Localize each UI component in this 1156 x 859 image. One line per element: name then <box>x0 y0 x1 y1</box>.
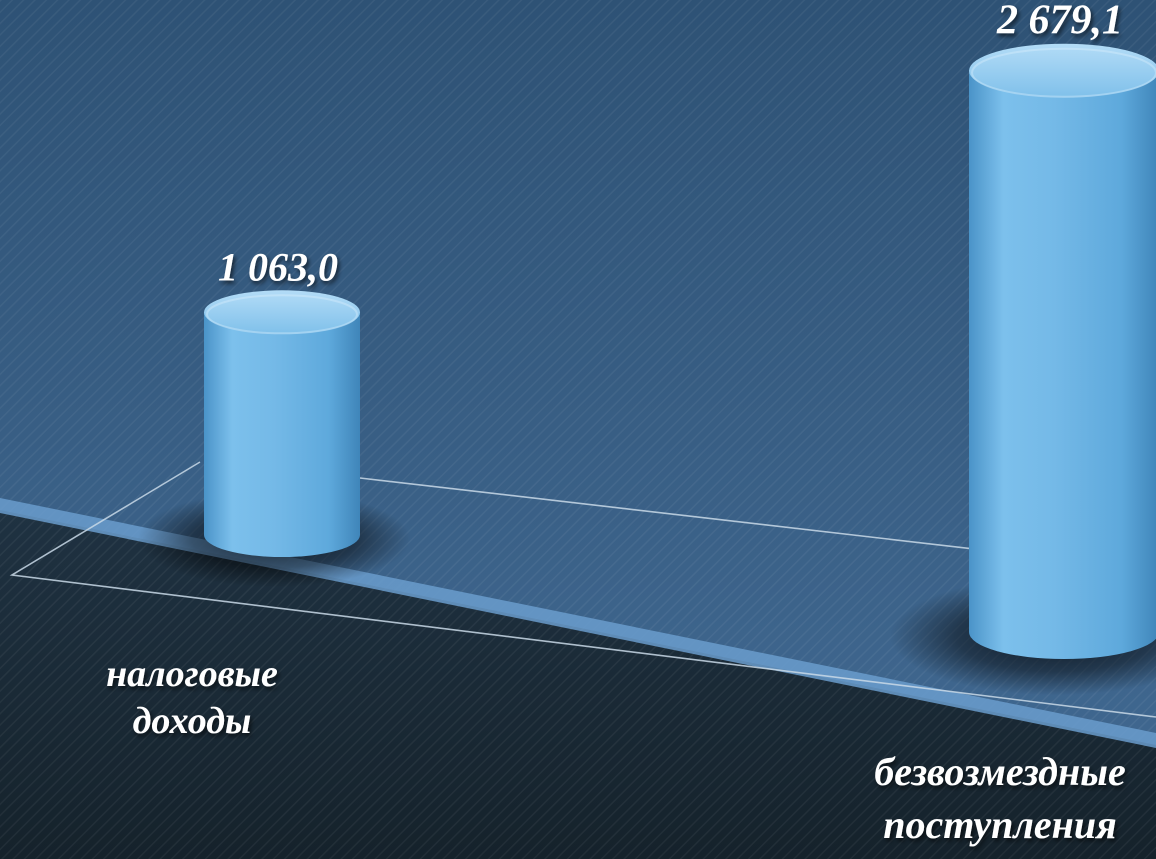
bar-value-label: 1 063,0 <box>218 244 338 289</box>
category-label-line: налоговые <box>106 653 278 695</box>
bar-top-rim <box>206 294 358 335</box>
category-label-line: поступления <box>883 802 1116 847</box>
bar-body <box>204 312 360 557</box>
bar-top-cap <box>969 43 1156 98</box>
bar-body <box>969 70 1156 659</box>
bar-1 <box>889 43 1156 696</box>
bar-top-rim <box>971 47 1156 98</box>
floor-plane-outline <box>9 461 1156 718</box>
floor-hatch <box>0 510 1156 859</box>
category-label-line: доходы <box>133 700 252 742</box>
bar-value-label: 2 679,1 <box>996 0 1123 44</box>
category-label-line: безвозмездные <box>874 749 1125 794</box>
bar-0 <box>137 290 411 588</box>
bar-top-cap <box>204 290 360 335</box>
